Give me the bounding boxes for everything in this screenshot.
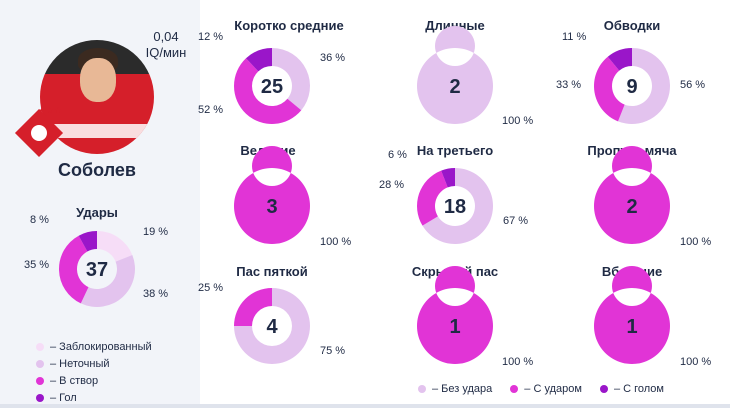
legend-label: – Без удара: [432, 383, 493, 395]
pct-label-hidden-0: 100 %: [502, 356, 534, 368]
pct-label-shots-2: 35 %: [24, 259, 50, 271]
donut-total-long: 2: [449, 76, 460, 98]
pct-label-dribbles-1: 33 %: [556, 79, 582, 91]
legend-item: – В створ: [36, 372, 152, 389]
donut-total-shots: 37: [86, 259, 108, 281]
legend-item: – Неточный: [36, 355, 152, 372]
legend-dot-icon: [36, 393, 44, 402]
slice-hidden-0: [416, 266, 493, 364]
donut-total-carry: 3: [266, 196, 277, 218]
pct-label-shots-3: 8 %: [30, 214, 49, 226]
pct-label-dribbles-2: 11 %: [562, 31, 587, 43]
slice-long-0: [416, 26, 493, 125]
slice-short_medium-2: [245, 48, 272, 72]
legend-item: – С ударом: [510, 383, 582, 395]
legend-item: – Без удара: [418, 383, 492, 395]
chart-title-short_medium: Коротко средние: [234, 18, 344, 33]
slice-dribbles-0: [618, 48, 671, 125]
donut-total-short_medium: 25: [261, 76, 283, 98]
iq-unit: IQ/мин: [145, 45, 187, 60]
donut-total-hidden: 1: [449, 316, 460, 338]
player-face: [80, 58, 116, 102]
donut-total-dummy: 2: [626, 196, 637, 218]
slice-shots-0: [97, 231, 133, 262]
shirt-sponsor-band: [40, 124, 154, 138]
slice-third-1: [417, 170, 448, 226]
legend-dot-icon: [418, 385, 426, 393]
legend-label: – Гол: [50, 391, 77, 404]
legend-dot-icon: [36, 359, 44, 368]
player-name: Соболев: [58, 160, 136, 180]
slice-dribbles-1: [594, 56, 625, 122]
club-stars-icon: ★★★: [38, 106, 63, 115]
slice-shots-1: [80, 255, 136, 308]
slice-heel-0: [234, 288, 310, 364]
legend-dot-icon: [599, 385, 608, 393]
pct-label-long-0: 100 %: [502, 115, 534, 127]
pct-label-dribbles-0: 56 %: [680, 79, 706, 91]
pct-label-third-1: 28 %: [379, 179, 405, 191]
legend-label: – С ударом: [524, 383, 582, 395]
shots-legend: – Заблокированный – Неточный – В створ – Го…: [36, 338, 152, 406]
legend-label: – Заблокированный: [50, 340, 152, 353]
chart-title-long: Длинные: [425, 18, 485, 33]
chart-title-heel: Пас пяткой: [236, 264, 308, 279]
pass-legend: – Без удара – С ударом – С голом: [418, 383, 664, 395]
legend-dot-icon: [510, 385, 519, 393]
donut-total-dribbles: 9: [626, 76, 637, 98]
legend-label: – В створ: [50, 374, 99, 387]
legend-label: – С голом: [613, 383, 664, 395]
slice-dummy-0: [593, 146, 670, 245]
donut-total-third: 18: [444, 196, 466, 218]
pct-label-short_medium-2: 12 %: [198, 31, 224, 43]
pct-label-carry-0: 100 %: [320, 236, 352, 248]
pct-label-shots-1: 38 %: [143, 288, 169, 300]
slice-shots-2: [59, 235, 89, 304]
pct-label-short_medium-0: 36 %: [320, 52, 346, 64]
pct-label-run-0: 100 %: [680, 356, 712, 368]
slice-carry-0: [233, 146, 310, 245]
slice-short_medium-1: [234, 58, 302, 124]
pct-label-shots-0: 19 %: [143, 226, 169, 238]
pct-label-heel-0: 75 %: [320, 345, 346, 357]
pct-label-dummy-0: 100 %: [680, 236, 712, 248]
donut-total-run: 1: [626, 316, 637, 338]
slice-dribbles-2: [607, 48, 632, 71]
pct-label-third-2: 6 %: [388, 149, 407, 161]
chart-title-third: На третьего: [416, 143, 494, 158]
legend-dot-icon: [36, 376, 44, 385]
pct-label-heel-1: 25 %: [198, 282, 224, 294]
slice-short_medium-0: [272, 47, 310, 111]
player-photo: [40, 40, 154, 154]
pct-label-short_medium-1: 52 %: [198, 104, 224, 116]
slice-shots-3: [78, 231, 97, 252]
slice-run-0: [593, 266, 670, 364]
donut-total-heel: 4: [266, 316, 278, 338]
slice-third-2: [441, 168, 455, 188]
chart-title-shots: Удары: [76, 205, 118, 220]
iq-value: 0,04: [153, 29, 179, 44]
legend-item: – Заблокированный: [36, 338, 152, 355]
slice-third-0: [422, 168, 493, 244]
bottom-strip: [0, 404, 730, 408]
legend-dot-icon: [36, 342, 44, 351]
slice-heel-1: [234, 288, 272, 326]
chart-title-dribbles: Обводки: [603, 18, 661, 33]
iq-metric: 0,04 IQ/мин: [136, 29, 196, 61]
pct-label-third-0: 67 %: [503, 215, 529, 227]
legend-item: – Гол: [36, 389, 152, 406]
legend-item: – С голом: [599, 383, 664, 395]
legend-label: – Неточный: [50, 357, 110, 370]
